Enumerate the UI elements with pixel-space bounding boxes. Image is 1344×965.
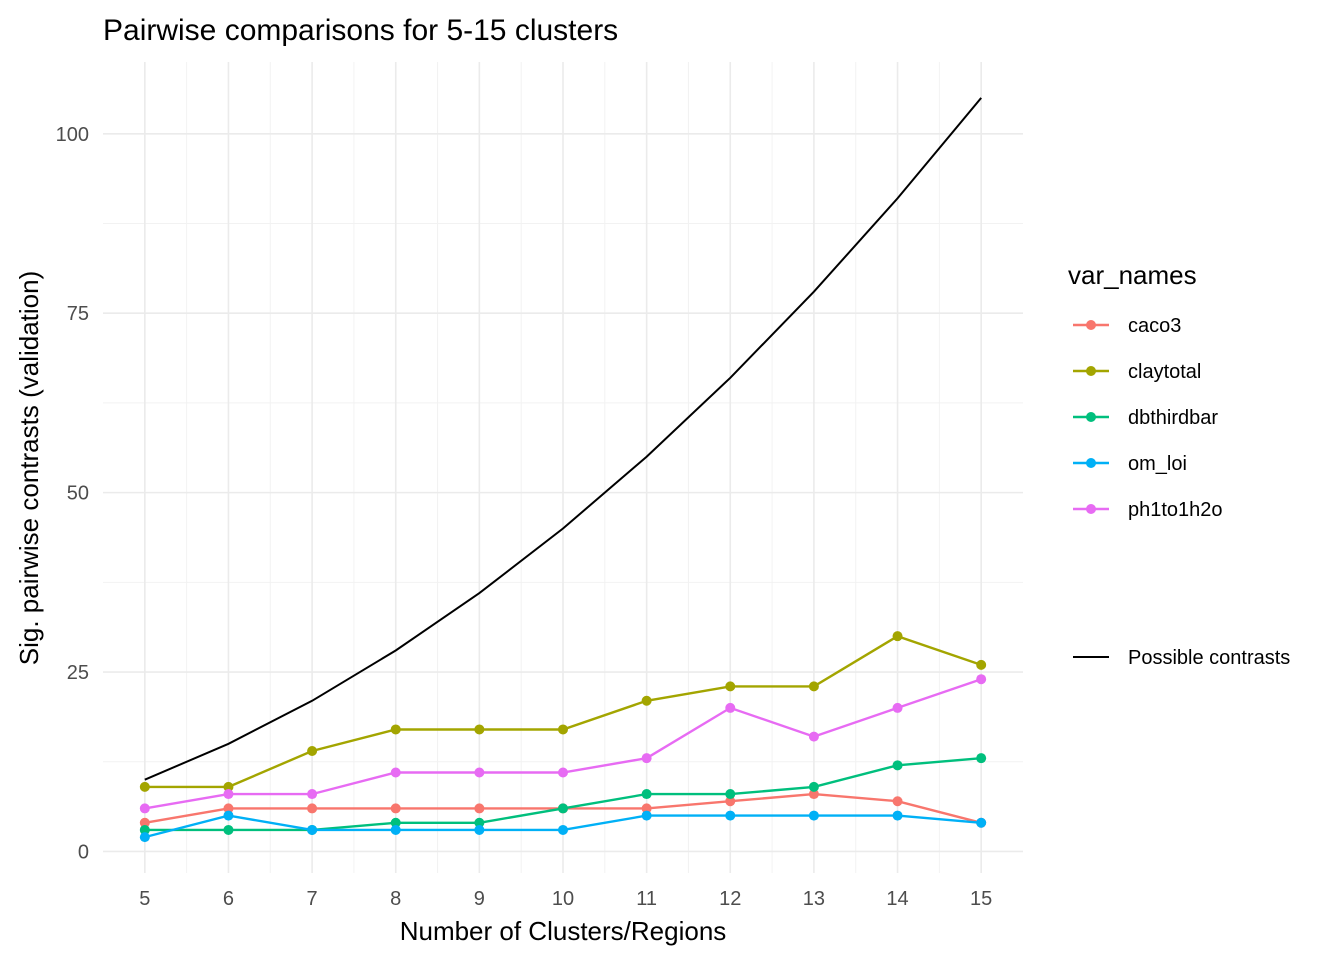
data-point-om-loi: [139, 832, 150, 843]
legend-label-caco3: caco3: [1128, 315, 1181, 337]
x-tick-label: 14: [886, 888, 908, 910]
data-point-caco3: [808, 789, 819, 800]
data-point-ph1to1h2o: [558, 767, 568, 778]
y-axis-label: Sig. pairwise contrasts (validation): [14, 271, 44, 666]
series-layer: [139, 97, 987, 843]
data-point-dbthirdbar: [223, 824, 234, 835]
x-axis-label: Number of Clusters/Regions: [400, 916, 727, 946]
data-point-claytotal: [976, 659, 987, 670]
data-point-om-loi: [976, 817, 987, 828]
data-point-om-loi: [558, 824, 568, 835]
data-point-claytotal: [139, 781, 150, 792]
data-point-ph1to1h2o: [976, 674, 987, 685]
x-tick-label: 9: [474, 888, 485, 910]
data-point-dbthirdbar: [976, 753, 987, 764]
y-tick-label: 75: [67, 303, 89, 325]
x-tick-label: 6: [223, 888, 234, 910]
legend-swatch-point-claytotal: [1086, 366, 1096, 376]
legend-label-ph1to1h2o: ph1to1h2o: [1128, 499, 1223, 521]
data-point-claytotal: [641, 695, 652, 706]
y-tick-label: 100: [56, 124, 89, 146]
data-point-claytotal: [558, 724, 568, 735]
data-point-caco3: [390, 803, 401, 814]
y-tick-label: 25: [67, 662, 89, 684]
data-point-ph1to1h2o: [641, 753, 652, 764]
axes: 0 25 50 75 100 5 6 7 8 9 10 11 12 13 14 15: [56, 124, 993, 910]
data-point-claytotal: [808, 681, 819, 692]
data-point-om-loi: [223, 810, 234, 821]
data-point-claytotal: [390, 724, 401, 735]
data-point-caco3: [139, 817, 150, 828]
data-point-dbthirdbar: [641, 789, 652, 800]
legend-swatch-point-om-loi: [1086, 458, 1096, 468]
x-tick-label: 7: [307, 888, 318, 910]
data-point-dbthirdbar: [139, 824, 150, 835]
x-tick-label: 15: [970, 888, 992, 910]
y-tick-label: 0: [78, 841, 89, 863]
legend-label-om-loi: om_loi: [1128, 453, 1187, 475]
data-point-dbthirdbar: [474, 817, 485, 828]
data-point-dbthirdbar: [892, 760, 903, 771]
legend-swatch-point-ph1to1h2o: [1086, 504, 1096, 514]
data-point-om-loi: [892, 810, 903, 821]
data-point-ph1to1h2o: [307, 789, 318, 800]
data-point-claytotal: [474, 724, 485, 735]
series-line-possible-contrasts: [144, 97, 982, 781]
legend-swatch-point-dbthirdbar: [1086, 412, 1096, 422]
x-tick-label: 13: [803, 888, 825, 910]
data-point-caco3: [474, 803, 485, 814]
grid: [103, 62, 1023, 873]
x-tick-label: 12: [719, 888, 741, 910]
legend: var_names caco3 claytotal dbthirdbar om_loi…: [1068, 260, 1290, 669]
data-point-claytotal: [223, 781, 234, 792]
x-tick-label: 10: [552, 888, 574, 910]
data-point-om-loi: [808, 810, 819, 821]
y-tick-label: 50: [67, 483, 89, 505]
data-point-caco3: [641, 803, 652, 814]
data-point-claytotal: [892, 631, 903, 642]
data-point-ph1to1h2o: [474, 767, 485, 778]
data-point-ph1to1h2o: [390, 767, 401, 778]
chart-title: Pairwise comparisons for 5-15 clusters: [103, 14, 618, 47]
data-point-caco3: [223, 803, 234, 814]
data-point-om-loi: [390, 824, 401, 835]
data-point-claytotal: [725, 681, 736, 692]
x-tick-label: 8: [390, 888, 401, 910]
data-point-ph1to1h2o: [139, 803, 150, 814]
data-point-om-loi: [641, 810, 652, 821]
data-point-dbthirdbar: [390, 817, 401, 828]
legend-title: var_names: [1068, 260, 1197, 290]
data-point-claytotal: [307, 745, 318, 756]
data-point-ph1to1h2o: [725, 702, 736, 713]
data-point-ph1to1h2o: [223, 789, 234, 800]
data-point-om-loi: [307, 824, 318, 835]
data-point-om-loi: [474, 824, 485, 835]
data-point-dbthirdbar: [808, 781, 819, 792]
data-point-caco3: [725, 796, 736, 807]
data-point-ph1to1h2o: [892, 702, 903, 713]
legend-label-dbthirdbar: dbthirdbar: [1128, 407, 1218, 429]
x-tick-label: 5: [139, 888, 150, 910]
data-point-dbthirdbar: [725, 789, 736, 800]
data-point-om-loi: [725, 810, 736, 821]
data-point-dbthirdbar: [558, 803, 568, 814]
legend-swatch-point-caco3: [1086, 320, 1096, 330]
data-point-caco3: [892, 796, 903, 807]
legend-label-possible-contrasts: Possible contrasts: [1128, 647, 1290, 669]
x-tick-label: 11: [636, 888, 657, 910]
legend-label-claytotal: claytotal: [1128, 361, 1201, 383]
data-point-ph1to1h2o: [808, 731, 819, 742]
data-point-caco3: [307, 803, 318, 814]
